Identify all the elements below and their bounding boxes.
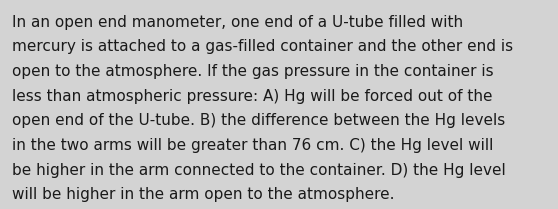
Text: open end of the U-tube. B) the difference between the Hg levels: open end of the U-tube. B) the differenc… xyxy=(12,113,506,128)
Text: will be higher in the arm open to the atmosphere.: will be higher in the arm open to the at… xyxy=(12,187,395,202)
Text: be higher in the arm connected to the container. D) the Hg level: be higher in the arm connected to the co… xyxy=(12,163,506,178)
Text: in the two arms will be greater than 76 cm. C) the Hg level will: in the two arms will be greater than 76 … xyxy=(12,138,494,153)
Text: less than atmospheric pressure: A) Hg will be forced out of the: less than atmospheric pressure: A) Hg wi… xyxy=(12,89,493,104)
Text: In an open end manometer, one end of a U-tube filled with: In an open end manometer, one end of a U… xyxy=(12,15,463,30)
Text: mercury is attached to a gas-filled container and the other end is: mercury is attached to a gas-filled cont… xyxy=(12,39,513,54)
Text: open to the atmosphere. If the gas pressure in the container is: open to the atmosphere. If the gas press… xyxy=(12,64,494,79)
